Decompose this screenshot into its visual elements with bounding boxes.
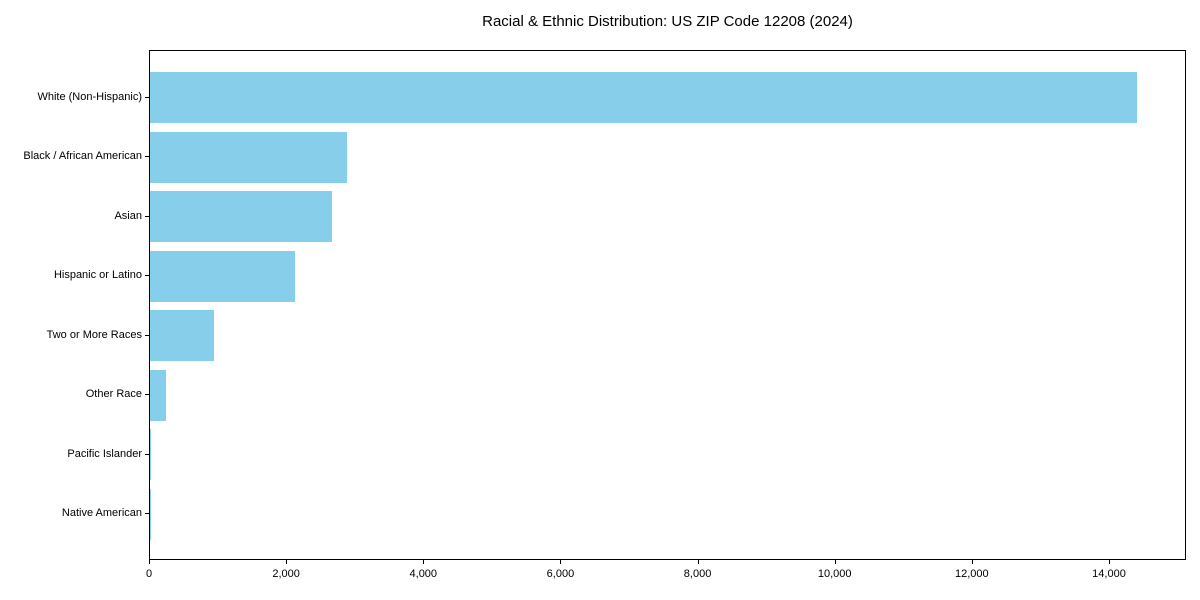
y-tick: [145, 513, 149, 515]
chart-title: Racial & Ethnic Distribution: US ZIP Cod…: [482, 13, 853, 30]
bar-white-non-hispanic: [150, 72, 1138, 123]
x-axis-tick-label: 2,000: [272, 568, 300, 580]
x-tick: [286, 560, 288, 564]
y-axis-label: Pacific Islander: [67, 447, 142, 460]
y-tick: [145, 394, 149, 396]
x-axis-tick-label: 8,000: [683, 568, 712, 580]
x-axis-tick-label: 14,000: [1092, 568, 1126, 580]
x-tick: [423, 560, 425, 564]
y-axis-label: Hispanic or Latino: [53, 269, 142, 282]
x-tick: [834, 560, 836, 564]
y-tick: [145, 334, 149, 336]
x-axis-tick-label: 12,000: [955, 568, 989, 580]
x-axis-tick-label: 0: [145, 568, 153, 580]
plot-area: [149, 50, 1186, 560]
y-tick: [145, 215, 149, 217]
x-axis-tick-label: 10,000: [817, 568, 852, 580]
bar-two-or-more-races: [150, 310, 215, 362]
y-axis-label: Two or More Races: [46, 328, 142, 341]
y-axis-label: Native American: [61, 507, 142, 520]
y-tick: [145, 156, 149, 158]
bar-pacific-islander: [150, 429, 151, 481]
y-axis-label: Other Race: [85, 388, 142, 401]
x-axis-tick-label: 4,000: [409, 568, 438, 580]
x-axis-tick-label: 6,000: [546, 568, 575, 580]
x-tick: [149, 560, 150, 564]
y-axis-label: White (Non-Hispanic): [37, 90, 142, 103]
bar-hispanic-or-latino: [150, 250, 296, 302]
x-tick: [560, 560, 562, 564]
bar-other-race: [150, 369, 167, 421]
bar-black-african-american: [150, 131, 347, 183]
x-tick: [697, 560, 699, 564]
bar-asian: [150, 191, 333, 243]
y-axis-label: Asian: [114, 209, 142, 222]
y-tick: [145, 96, 149, 98]
y-tick: [145, 275, 149, 277]
x-tick: [1109, 560, 1110, 564]
y-axis-label: Black / African American: [23, 150, 142, 163]
x-tick: [971, 560, 973, 564]
y-tick: [145, 453, 149, 455]
